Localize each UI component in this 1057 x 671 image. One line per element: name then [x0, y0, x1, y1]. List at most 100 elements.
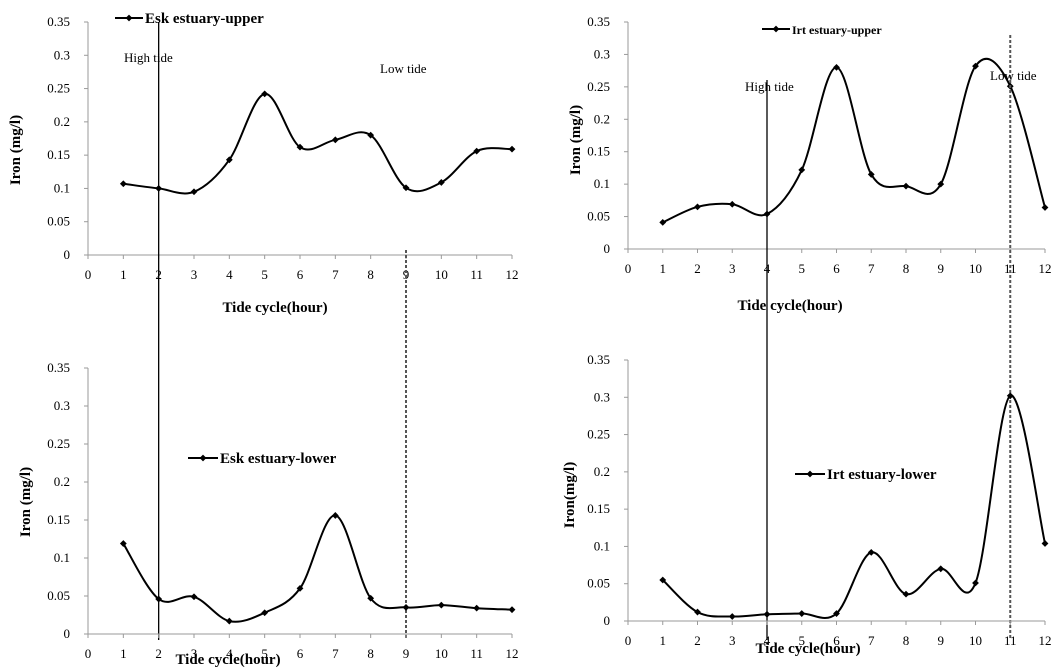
x-tick-label: 7	[868, 261, 875, 276]
legend-marker	[772, 25, 780, 33]
data-point	[659, 576, 667, 584]
data-point	[798, 610, 806, 617]
x-tick-label: 3	[191, 267, 198, 282]
data-point	[296, 143, 304, 151]
data-point	[437, 601, 445, 609]
data-point	[261, 90, 269, 98]
data-point	[937, 180, 945, 188]
data-point	[937, 565, 945, 573]
data-point	[659, 219, 667, 226]
x-tick-label: 0	[85, 646, 92, 661]
data-point	[867, 548, 875, 556]
legend-label: Esk estuary-lower	[220, 451, 337, 467]
x-tick-label: 9	[938, 261, 945, 276]
y-axis-title: Iron (mg/l)	[8, 115, 24, 185]
data-point	[261, 609, 269, 617]
low-tide-label: Low tide	[380, 61, 427, 76]
y-tick-label: 0.3	[54, 398, 70, 413]
x-tick-label: 7	[868, 633, 875, 648]
x-tick-label: 12	[506, 267, 519, 282]
x-tick-label: 1	[660, 633, 667, 648]
x-tick-label: 3	[191, 646, 198, 661]
series-line	[122, 514, 513, 623]
data-point	[508, 606, 516, 614]
x-tick-label: 3	[729, 261, 736, 276]
x-tick-label: 7	[332, 646, 339, 661]
y-tick-label: 0.05	[47, 588, 70, 603]
y-tick-label: 0	[604, 241, 611, 256]
x-tick-label: 11	[1004, 261, 1017, 276]
series-line	[123, 92, 513, 195]
data-point	[833, 64, 840, 71]
y-tick-label: 0.1	[594, 538, 610, 553]
y-tick-label: 0.2	[54, 474, 70, 489]
x-tick-label: 0	[625, 633, 632, 648]
x-tick-label: 5	[799, 261, 806, 276]
data-point	[972, 62, 979, 70]
y-tick-label: 0.25	[47, 436, 70, 451]
x-tick-label: 5	[261, 267, 268, 282]
y-tick-label: 0.05	[587, 576, 610, 591]
x-tick-label: 2	[694, 261, 701, 276]
x-tick-label: 0	[85, 267, 92, 282]
x-tick-label: 8	[903, 261, 910, 276]
x-tick-label: 10	[969, 261, 982, 276]
series-line	[662, 58, 1046, 224]
x-tick-label: 11	[470, 267, 483, 282]
data-point	[833, 610, 840, 617]
x-tick-label: 12	[1039, 633, 1052, 648]
legend-label: Irt estuary-lower	[827, 467, 937, 483]
data-point	[402, 604, 410, 611]
y-tick-label: 0.2	[54, 114, 70, 129]
data-point	[155, 595, 163, 603]
x-tick-label: 1	[120, 646, 127, 661]
x-tick-label: 0	[625, 261, 632, 276]
data-point	[119, 540, 127, 547]
x-axis-title: Tide cycle(hour)	[175, 652, 280, 668]
x-tick-label: 4	[226, 267, 233, 282]
x-axis-title: Tide cycle(hour)	[737, 298, 842, 314]
x-tick-label: 4	[764, 633, 771, 648]
x-tick-label: 9	[403, 267, 410, 282]
data-point	[867, 171, 875, 178]
x-tick-label: 4	[226, 646, 233, 661]
x-tick-label: 11	[470, 646, 483, 661]
data-point	[402, 184, 410, 192]
x-tick-label: 3	[729, 633, 736, 648]
y-tick-label: 0.2	[594, 464, 610, 479]
x-tick-label: 8	[367, 646, 374, 661]
x-tick-label: 6	[297, 267, 304, 282]
y-axis-title: Iron(mg/l)	[562, 462, 578, 528]
data-point	[190, 593, 198, 601]
chart-panel-3: 00.050.10.150.20.250.30.350 1 2 3 4 5 6 7 8 9 10 11…	[18, 360, 519, 668]
data-point	[473, 147, 481, 155]
data-point	[694, 203, 701, 211]
y-tick-label: 0.3	[54, 47, 70, 62]
legend-label: Irt estuary-upper	[792, 23, 882, 37]
y-tick-label: 0.25	[587, 427, 610, 442]
y-tick-label: 0.1	[54, 180, 70, 195]
data-point	[728, 200, 736, 208]
x-tick-label: 10	[435, 267, 448, 282]
y-tick-label: 0.15	[47, 512, 70, 527]
y-tick-label: 0.25	[587, 79, 610, 94]
y-tick-label: 0.1	[54, 550, 70, 565]
y-tick-label: 0	[64, 626, 71, 641]
x-tick-label: 8	[903, 633, 910, 648]
x-tick-label: 2	[155, 646, 162, 661]
x-tick-label: 10	[969, 633, 982, 648]
low-tide-label: Low tide	[990, 68, 1037, 83]
y-tick-label: 0.05	[47, 214, 70, 229]
data-point	[1041, 204, 1049, 211]
data-point	[331, 136, 339, 144]
x-tick-label: 12	[1039, 261, 1052, 276]
y-tick-label: 0.35	[587, 352, 610, 367]
legend-marker	[125, 14, 133, 22]
data-point	[1006, 392, 1014, 400]
y-tick-label: 0	[64, 247, 71, 262]
data-point	[798, 166, 806, 174]
y-tick-label: 0.2	[594, 111, 610, 126]
data-point	[367, 594, 375, 602]
x-tick-label: 6	[297, 646, 304, 661]
